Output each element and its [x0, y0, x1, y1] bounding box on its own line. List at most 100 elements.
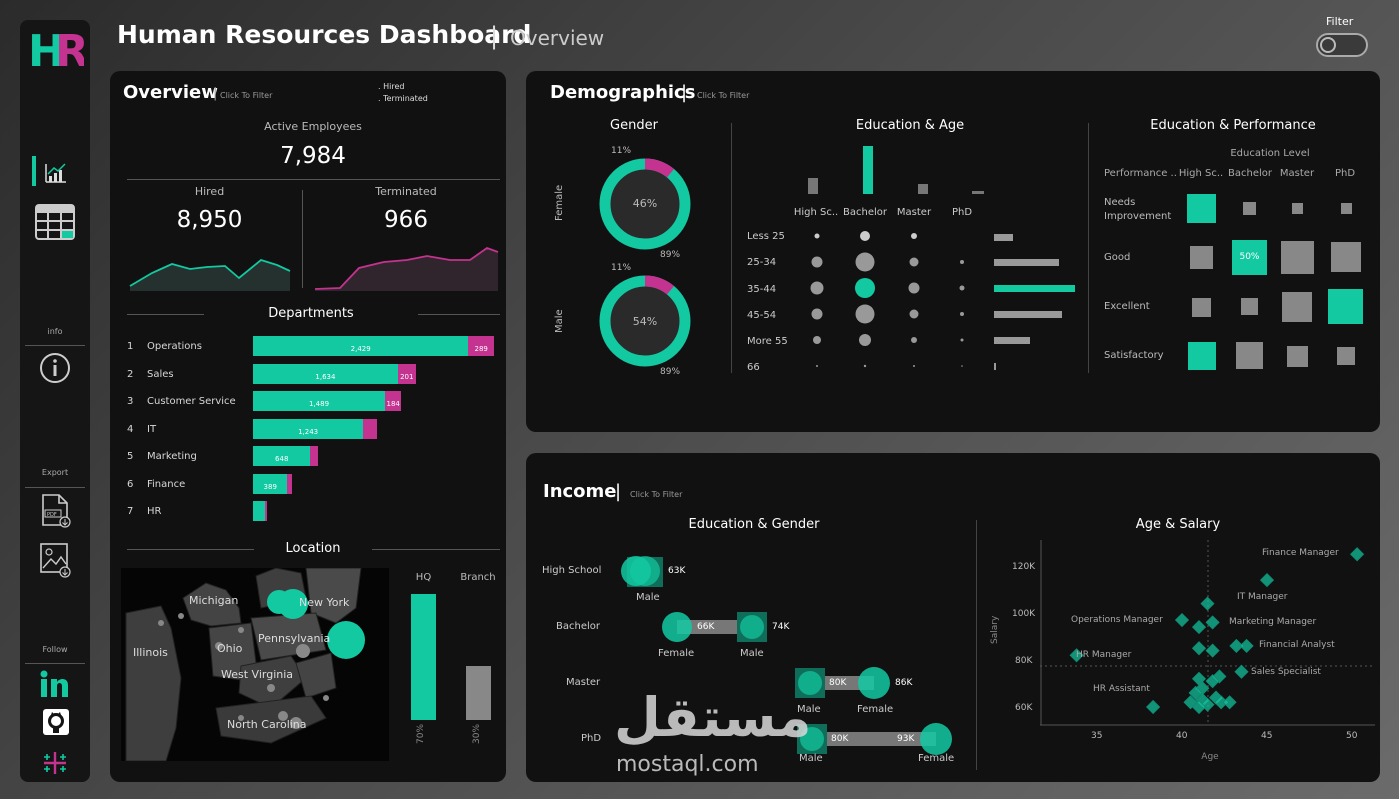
scatter-point[interactable]: [1350, 547, 1365, 562]
department-hired-bar[interactable]: 648: [253, 446, 311, 466]
svg-text:H: H: [28, 26, 65, 72]
tableau-icon[interactable]: [40, 749, 70, 777]
scatter-point[interactable]: [1205, 643, 1220, 658]
scatter-point[interactable]: [1188, 685, 1203, 700]
perf-cell[interactable]: [1188, 342, 1216, 370]
legend-terminated-label: Terminated: [383, 94, 428, 103]
scatter-point[interactable]: [1174, 612, 1190, 628]
department-terminated-bar[interactable]: [310, 446, 318, 466]
department-terminated-bar[interactable]: [363, 418, 377, 439]
scatter-point[interactable]: [1205, 615, 1220, 630]
perf-cell[interactable]: [1241, 298, 1258, 315]
department-terminated-bar[interactable]: [287, 473, 292, 494]
job-label-sales-specialist: Sales Specialist: [1251, 667, 1321, 677]
department-hired-bar[interactable]: 1,243: [253, 418, 364, 439]
perf-cell[interactable]: [1287, 346, 1308, 367]
department-name[interactable]: IT: [147, 423, 157, 435]
terminated-label: Terminated: [375, 185, 437, 198]
scatter-point[interactable]: [1229, 638, 1244, 653]
department-terminated-bar[interactable]: 184: [385, 391, 402, 411]
overview-title[interactable]: Overview: [123, 82, 218, 103]
income-hs-value: 63K: [668, 566, 686, 576]
job-label-it-manager: IT Manager: [1237, 592, 1288, 602]
age-row-35-44: 35-44: [747, 284, 777, 295]
scatter-point[interactable]: [1191, 641, 1207, 656]
perf-cell[interactable]: [1341, 203, 1352, 214]
income-dumbbell-chart[interactable]: [600, 550, 970, 760]
age-salary-title: Age & Salary: [1135, 517, 1221, 532]
edu-bar-master[interactable]: [918, 184, 928, 194]
edu-bar-phd[interactable]: [972, 191, 984, 194]
department-name[interactable]: HR: [147, 506, 162, 517]
github-icon[interactable]: [43, 709, 69, 735]
department-hired-bar[interactable]: 1,489: [253, 391, 386, 411]
branch-bar[interactable]: [466, 666, 491, 720]
scatter-point[interactable]: [1200, 596, 1215, 611]
department-hired-bar[interactable]: [253, 501, 266, 521]
department-hired-bar[interactable]: 1,634: [253, 363, 398, 384]
demographics-title[interactable]: Demographics: [550, 82, 696, 103]
perf-cell[interactable]: [1192, 298, 1211, 317]
scatter-point[interactable]: [1222, 695, 1237, 710]
perf-cell[interactable]: [1236, 342, 1263, 369]
department-name[interactable]: Customer Service: [147, 396, 236, 407]
income-master-value-a: 80K: [829, 678, 847, 688]
scatter-point[interactable]: [1239, 638, 1254, 653]
scatter-point[interactable]: [1146, 699, 1161, 715]
female-donut[interactable]: [597, 156, 693, 252]
location-map[interactable]: Michigan New York Illinois Ohio Pennsylv…: [121, 568, 389, 761]
info-icon[interactable]: [39, 352, 71, 384]
scatter-point[interactable]: [1234, 664, 1249, 679]
demographics-separator: |: [681, 82, 688, 103]
department-hired-bar[interactable]: 2,429: [253, 336, 469, 356]
income-title[interactable]: Income: [543, 481, 617, 502]
scatter-point[interactable]: [1191, 699, 1207, 715]
department-terminated-bar[interactable]: 201: [397, 363, 416, 384]
income-phd-label-a: Male: [799, 753, 823, 764]
hq-bar[interactable]: [411, 594, 436, 720]
perf-cell[interactable]: [1187, 194, 1216, 223]
perf-cell[interactable]: [1190, 246, 1213, 269]
scatter-point[interactable]: [1069, 648, 1084, 663]
age-salary-scatter[interactable]: [1040, 540, 1375, 730]
job-label-operations-manager: Operations Manager: [1071, 615, 1163, 625]
department-hired-bar[interactable]: 389: [253, 473, 288, 494]
linkedin-icon[interactable]: [40, 670, 70, 698]
department-name[interactable]: Sales: [147, 368, 174, 380]
scatter-point[interactable]: [1191, 620, 1207, 635]
perf-cell[interactable]: [1328, 289, 1363, 324]
department-terminated-bar[interactable]: [265, 501, 268, 521]
perf-cell[interactable]: [1292, 203, 1303, 214]
page-subtitle: Overview: [510, 26, 605, 50]
department-name[interactable]: Finance: [147, 478, 186, 490]
perf-cell[interactable]: [1243, 202, 1256, 215]
legend-hired[interactable]: . Hired: [378, 82, 404, 91]
scatter-point[interactable]: [1214, 695, 1229, 710]
hr-logo: H R: [28, 24, 89, 77]
export-image-icon[interactable]: [39, 540, 73, 578]
perf-cell[interactable]: [1282, 292, 1312, 322]
department-terminated-bar[interactable]: 289: [468, 336, 494, 356]
filter-toggle[interactable]: [1316, 33, 1368, 57]
edu-perf-heatmap[interactable]: 50%: [1180, 190, 1370, 380]
male-donut[interactable]: [597, 273, 693, 369]
edu-bar-bachelor[interactable]: [863, 146, 873, 194]
edu-bar-high-school[interactable]: [808, 178, 818, 194]
scatter-point[interactable]: [1259, 573, 1275, 588]
department-name[interactable]: Operations: [147, 341, 202, 352]
perf-cell[interactable]: [1337, 347, 1355, 365]
perf-cell[interactable]: [1331, 242, 1361, 272]
edu-age-dot-matrix[interactable]: [790, 222, 1090, 382]
scatter-point[interactable]: [1205, 674, 1220, 689]
divider: [25, 663, 85, 664]
table-nav-icon[interactable]: [35, 204, 75, 240]
department-name[interactable]: Marketing: [147, 451, 197, 462]
age-row-45-54: 45-54: [747, 310, 777, 321]
job-label-finance-manager: Finance Manager: [1262, 548, 1339, 558]
export-pdf-icon[interactable]: PDF: [39, 493, 73, 529]
perf-cell[interactable]: [1281, 241, 1314, 274]
legend-terminated[interactable]: . Terminated: [378, 94, 428, 103]
overview-nav-icon[interactable]: [32, 154, 72, 188]
perf-cell-highlight[interactable]: 50%: [1232, 240, 1267, 275]
follow-label: Follow: [42, 645, 68, 654]
